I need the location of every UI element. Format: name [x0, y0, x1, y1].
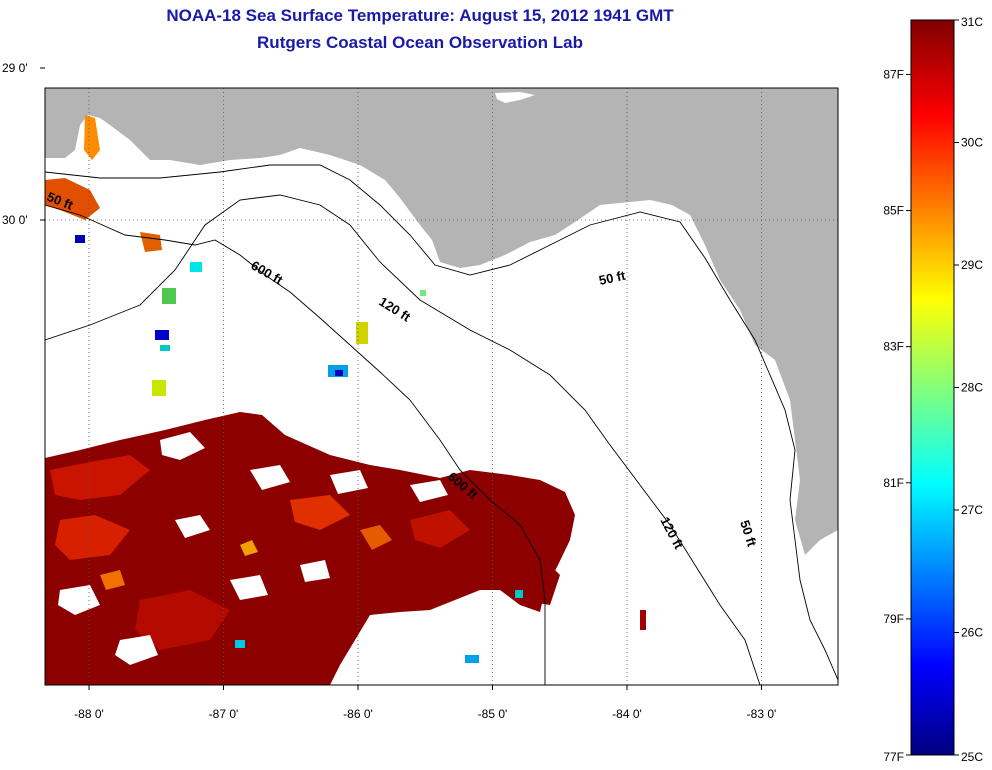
longitude-tick-label: -88 0' [74, 707, 104, 721]
longitude-tick-label: -85 0' [478, 707, 508, 721]
colorbar-fahrenheit-label: 79F [883, 612, 904, 626]
longitude-tick-label: -83 0' [747, 707, 777, 721]
colorbar-gradient [910, 19, 955, 756]
map-subtitle: Rutgers Coastal Ocean Observation Lab [257, 33, 583, 52]
colorbar-fahrenheit-label: 83F [883, 340, 904, 354]
plot-frame [44, 87, 839, 686]
colorbar-celsius-labels: 31C 30C 29C 28C 27C 26C 25C [954, 15, 983, 764]
contour-label: 50 ft [598, 268, 628, 288]
colorbar-celsius-label: 29C [961, 258, 983, 272]
colorbar-celsius-label: 25C [961, 750, 983, 764]
latitude-ticks: 30 0'29 0'28 0'27 0' [2, 61, 45, 227]
colorbar-celsius-label: 28C [961, 381, 983, 395]
colorbar-celsius-label: 30C [961, 136, 983, 150]
colorbar-fahrenheit-label: 81F [883, 476, 904, 490]
longitude-tick-label: -84 0' [612, 707, 642, 721]
contour-120ft [45, 194, 761, 685]
contour-600ft [45, 204, 546, 685]
colorbar-fahrenheit-label: 87F [883, 67, 904, 81]
inland-water [495, 92, 535, 103]
colorbar-celsius-label: 31C [961, 15, 983, 29]
colorbar-fahrenheit-label: 85F [883, 204, 904, 218]
latitude-tick-label: 29 0' [2, 61, 28, 75]
contour-50ft-north [45, 164, 838, 681]
colorbar-fahrenheit-labels: 87F 85F 83F 81F 79F 77F [883, 67, 911, 764]
graticule [45, 88, 838, 685]
plot-area: 50 ft 600 ft 120 ft 50 ft 600 ft 120 ft … [45, 88, 838, 685]
colorbar: 31C 30C 29C 28C 27C 26C 25C 87F 85F 83F 81F 79F 77F [883, 15, 983, 764]
land-mass [45, 88, 838, 555]
map-title: NOAA-18 Sea Surface Temperature: August … [166, 6, 674, 25]
colorbar-celsius-label: 26C [961, 626, 983, 640]
bathymetry-contours [45, 164, 838, 685]
longitude-tick-label: -86 0' [343, 707, 373, 721]
latitude-tick-label: 30 0' [2, 213, 28, 227]
sst-patches [45, 115, 646, 685]
longitude-tick-label: -87 0' [209, 707, 239, 721]
colorbar-fahrenheit-label: 77F [883, 750, 904, 764]
colorbar-celsius-label: 27C [961, 503, 983, 517]
longitude-ticks: -88 0' -87 0' -86 0' -85 0' -84 0' -83 0' [74, 685, 776, 721]
